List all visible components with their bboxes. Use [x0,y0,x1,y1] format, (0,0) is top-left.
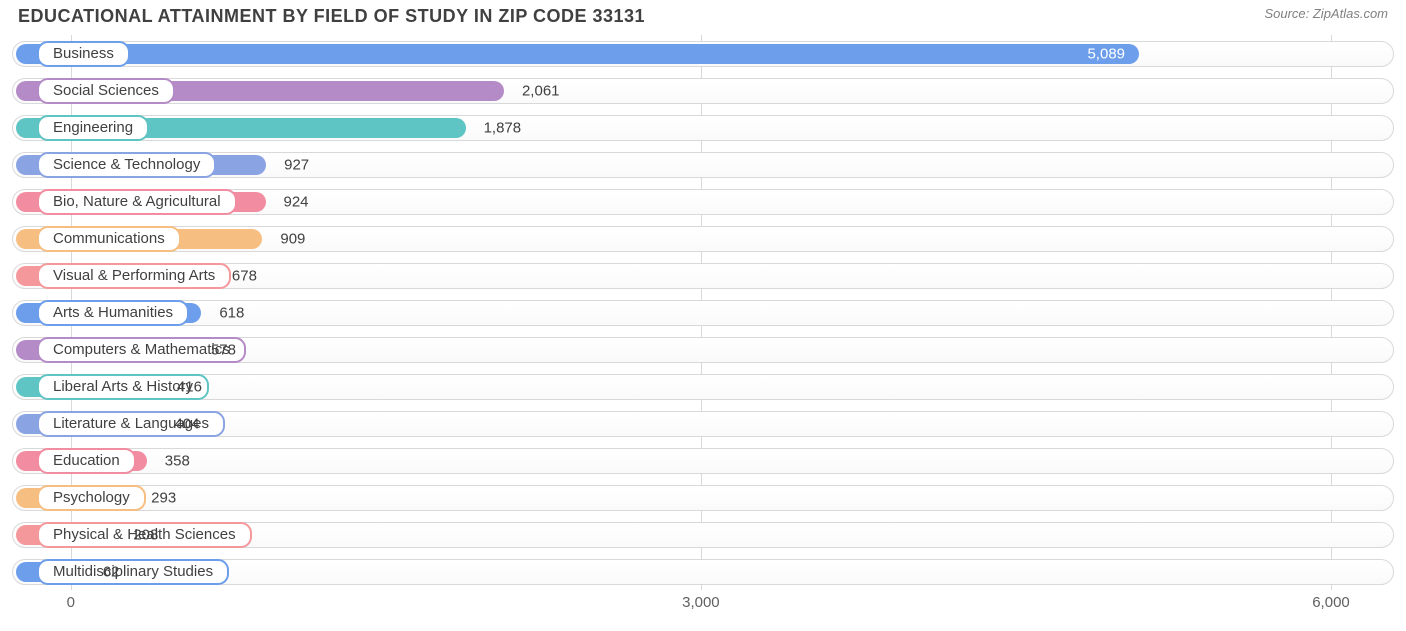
bar-row: 678Visual & Performing Arts [12,257,1394,294]
bar-row: 5,089 Business [12,35,1394,72]
chart-area: 5,089 Business 2,061 Social Sciences 1,878 En… [12,35,1394,616]
bar-track: 678Visual & Performing Arts [12,263,1394,289]
chart-header: EDUCATIONAL ATTAINMENT BY FIELD OF STUDY… [0,0,1406,31]
bar-row: 1,878 Engineering [12,109,1394,146]
bar-track: 927 Science & Technology [12,152,1394,178]
value-label: 5,089 [1087,45,1125,62]
plot-area: 5,089 Business 2,061 Social Sciences 1,878 En… [12,35,1394,590]
bar-track: 909 Communications [12,226,1394,252]
value-label: 924 [284,193,309,210]
value-label: 578 [211,341,236,358]
value-label: 208 [133,526,158,543]
category-label: Communications [37,226,181,252]
bar-track: 62Multidisciplinary Studies [12,559,1394,585]
x-tick-label: 0 [67,594,75,611]
value-label: 404 [174,415,199,432]
value-label: 909 [280,230,305,247]
bar-track: 293 Psychology [12,485,1394,511]
category-label: Science & Technology [37,152,216,178]
chart-source: Source: ZipAtlas.com [1264,6,1388,21]
bar-row: 2,061 Social Sciences [12,72,1394,109]
bar-track: 578Computers & Mathematics [12,337,1394,363]
bar-row: 62Multidisciplinary Studies [12,553,1394,590]
category-label: Engineering [37,115,149,141]
bar-track: 2,061 Social Sciences [12,78,1394,104]
bar-track: 208Physical & Health Sciences [12,522,1394,548]
value-label: 618 [219,304,244,321]
bar-track: 416Liberal Arts & History [12,374,1394,400]
bar-track: 404Literature & Languages [12,411,1394,437]
bar-track: 5,089 Business [12,41,1394,67]
value-label: 927 [284,156,309,173]
bar-row: 924 Bio, Nature & Agricultural [12,183,1394,220]
bar-row: 909 Communications [12,220,1394,257]
bar-row: 927 Science & Technology [12,146,1394,183]
bar-row: 416Liberal Arts & History [12,368,1394,405]
x-axis: 0 3,000 6,000 [12,592,1394,616]
category-label: Psychology [37,485,146,511]
value-label: 1,878 [484,119,522,136]
bar-row: 208Physical & Health Sciences [12,516,1394,553]
bar-rows: 5,089 Business 2,061 Social Sciences 1,878 En… [12,35,1394,590]
bar-track: 358 Education [12,448,1394,474]
value-label: 62 [103,563,120,580]
bar-row: 293 Psychology [12,479,1394,516]
category-label: Bio, Nature & Agricultural [37,189,237,215]
category-label: Arts & Humanities [37,300,189,326]
x-tick-label: 6,000 [1312,594,1350,611]
bar-track: 924 Bio, Nature & Agricultural [12,189,1394,215]
value-label: 293 [151,489,176,506]
category-label: Multidisciplinary Studies [37,559,229,585]
value-label: 416 [177,378,202,395]
bar-row: 404Literature & Languages [12,405,1394,442]
bar-row: 618 Arts & Humanities [12,294,1394,331]
category-label: Visual & Performing Arts [37,263,231,289]
bar-fill: 5,089 [16,44,1139,64]
bar-track: 1,878 Engineering [12,115,1394,141]
bar-track: 618 Arts & Humanities [12,300,1394,326]
category-label: Social Sciences [37,78,175,104]
bar-row: 358 Education [12,442,1394,479]
category-label: Education [37,448,136,474]
value-label: 678 [232,267,257,284]
value-label: 358 [165,452,190,469]
bar-row: 578Computers & Mathematics [12,331,1394,368]
x-tick-label: 3,000 [682,594,720,611]
chart-title: EDUCATIONAL ATTAINMENT BY FIELD OF STUDY… [18,6,645,27]
value-label: 2,061 [522,82,560,99]
category-label: Business [37,41,130,67]
